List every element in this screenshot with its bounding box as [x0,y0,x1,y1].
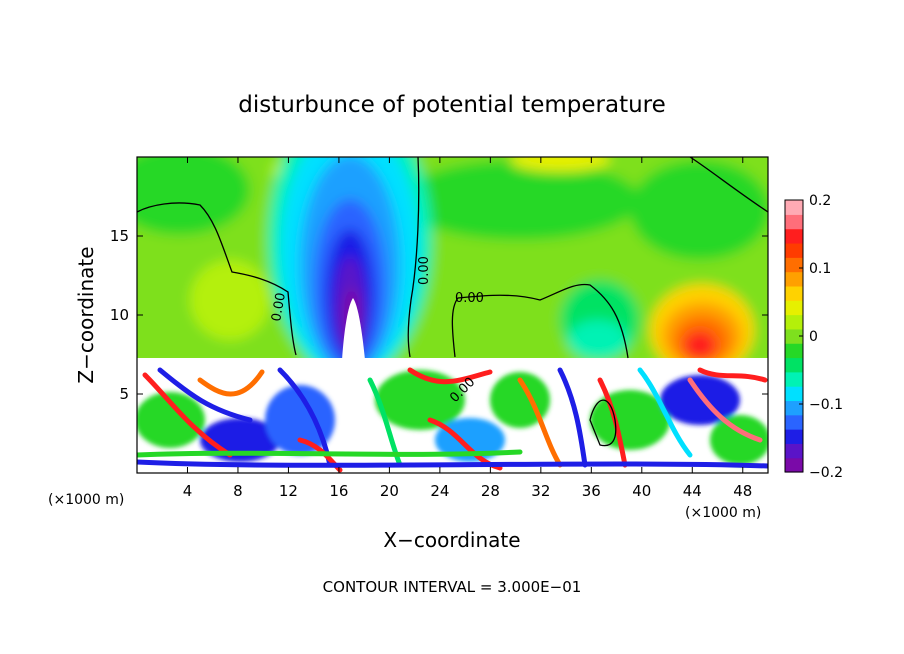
upper-field [137,157,768,380]
white-plume [342,298,365,360]
x-tick-label: 48 [733,482,752,500]
colorbar-swatch [785,443,803,459]
x-tick-label: 28 [481,482,500,500]
x-unit-label-right: (×1000 m) [685,505,761,521]
contour-lines [137,157,768,447]
colorbar-tick-label: −0.1 [809,397,843,413]
x-tick-label: 8 [233,482,243,500]
x-tick-label: 44 [683,482,702,500]
contour-label: 0.00 [417,256,432,285]
colorbar-swatch [785,257,803,273]
lower-layer [137,358,768,473]
x-tick-label: 36 [582,482,601,500]
x-tick-label: 12 [279,482,298,500]
contour-label: 0.00 [269,292,289,323]
colorbar-swatch [785,314,803,330]
colorbar-swatch [785,429,803,444]
colorbar: 0.2 0.1 0 −0.1 −0.2 [784,193,843,481]
x-axis-label: X−coordinate [383,528,520,552]
contour-labels: 0.00 0.00 0.00 0.00 [269,256,484,406]
chart-title: disturbunce of potential temperature [238,92,666,118]
y-tick-label: 10 [110,306,129,324]
colorbar-swatch [785,386,803,402]
x-tick-label: 32 [531,482,550,500]
colorbar-swatch [785,228,803,244]
colorbar-swatch [785,328,803,344]
y-axis-label: Z−coordinate [74,246,98,383]
plot-area: 0.00 0.00 0.00 0.00 [137,157,768,473]
colorbar-swatch [785,414,803,430]
x-unit-label-left: (×1000 m) [48,492,124,508]
x-axis-ticks: 4 8 12 16 20 24 28 32 36 40 44 48 [183,157,752,500]
colorbar-swatch [785,371,803,387]
colorbar-tick-label: −0.2 [809,465,843,481]
y-tick-label: 5 [119,385,129,403]
colorbar-swatch [785,400,803,416]
contour-label: 0.00 [455,291,484,306]
x-tick-label: 20 [380,482,399,500]
colorbar-swatch [785,300,803,316]
y-tick-label: 15 [110,227,129,245]
x-tick-label: 40 [632,482,651,500]
colorbar-swatch [785,200,803,215]
x-tick-label: 4 [183,482,193,500]
colorbar-swatch [785,357,803,373]
colorbar-swatch [785,242,803,258]
colorbar-tick-label: 0 [809,329,818,345]
x-tick-label: 16 [329,482,348,500]
colorbar-swatch [785,271,803,287]
colorbar-tick-label: 0.2 [809,193,831,209]
colorbar-swatch [785,285,803,301]
colorbar-swatch [785,343,803,359]
colorbar-swatch [785,457,803,473]
contour-interval-note: CONTOUR INTERVAL = 3.000E−01 [323,578,582,596]
y-axis-ticks: 5 10 15 [110,227,768,403]
x-tick-label: 24 [430,482,449,500]
colorbar-tick-label: 0.1 [809,261,831,277]
colorbar-swatch [785,214,803,230]
